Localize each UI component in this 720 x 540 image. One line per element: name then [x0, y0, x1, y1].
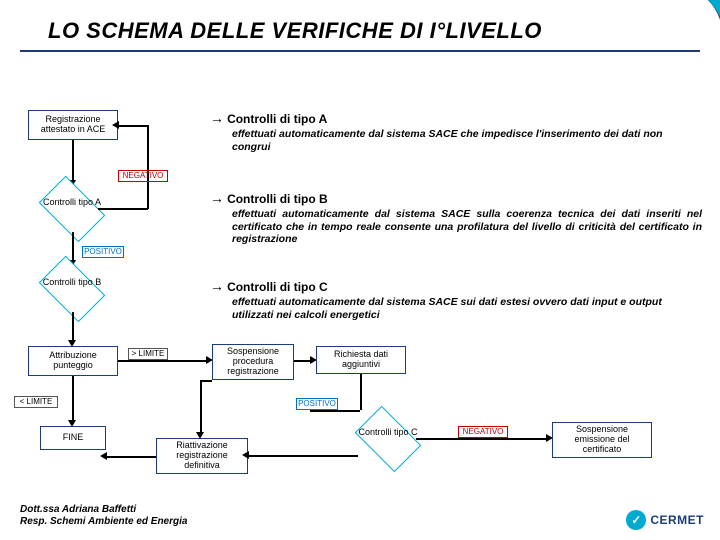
node-riattivazione: Riattivazione registrazione definitiva [156, 438, 248, 474]
edge-sosp-riatt-v [200, 380, 202, 434]
edge-a-pos [72, 232, 74, 262]
edge-a-neg-v [147, 125, 149, 209]
edge-c-pos [248, 455, 358, 457]
logo-text: CERMET [650, 513, 704, 527]
label-positivo-a: POSITIVO [82, 246, 124, 258]
label-negativo-c: NEGATIVO [458, 426, 508, 438]
text-c-title: Controlli di tipo C [227, 280, 328, 294]
edge-a-neg-h2 [118, 125, 148, 127]
node-controlli-c [355, 406, 421, 472]
footer-line2: Resp. Schemi Ambiente ed Energia [20, 516, 187, 528]
text-a-desc: effettuati automaticamente dal sistema S… [232, 128, 702, 153]
edge-riatt-fine [106, 456, 156, 458]
label-lt-limite: < LIMITE [14, 396, 58, 408]
logo: ✓ CERMET [626, 510, 704, 530]
edge-rich-c-v [360, 374, 362, 410]
text-c: → Controlli di tipo C [210, 278, 328, 294]
footer: Dott.ssa Adriana Baffetti Resp. Schemi A… [20, 504, 187, 528]
corner-decoration [590, 0, 720, 90]
text-b: → Controlli di tipo B [210, 190, 328, 206]
arrow-icon: → [210, 278, 224, 294]
edge-lt-limite [72, 376, 74, 422]
text-b-title: Controlli di tipo B [227, 192, 328, 206]
label-gt-limite: > LIMITE [128, 348, 168, 360]
text-a-title: Controlli di tipo A [227, 112, 327, 126]
edge-b-down [72, 312, 74, 342]
arrow-icon: → [210, 110, 224, 126]
text-b-desc: effettuati automaticamente dal sistema S… [232, 208, 702, 246]
edge-reg-to-a [72, 140, 74, 182]
node-attribuzione: Attribuzione punteggio [28, 346, 118, 376]
label-positivo-c-in: POSITIVO [296, 398, 338, 410]
edge-a-neg-h [98, 208, 148, 210]
arrowhead [100, 452, 107, 460]
footer-line1: Dott.ssa Adriana Baffetti [20, 504, 187, 516]
node-registrazione: Registrazione attestato in ACE [28, 110, 118, 140]
logo-badge-icon: ✓ [626, 510, 646, 530]
node-sospensione: Sospensione procedura registrazione [212, 344, 294, 380]
label-negativo-a: NEGATIVO [118, 170, 168, 182]
arrowhead [242, 451, 249, 459]
node-richiesta: Richiesta dati aggiuntivi [316, 346, 406, 374]
edge-sosp-riatt-h [200, 380, 212, 382]
arrow-icon: → [210, 190, 224, 206]
text-c-desc: effettuati automaticamente dal sistema S… [232, 296, 702, 321]
text-a: → Controlli di tipo A [210, 110, 327, 126]
arrowhead [112, 121, 119, 129]
node-sosp-cert: Sospensione emissione del certificato [552, 422, 652, 458]
node-fine: FINE [40, 426, 106, 450]
